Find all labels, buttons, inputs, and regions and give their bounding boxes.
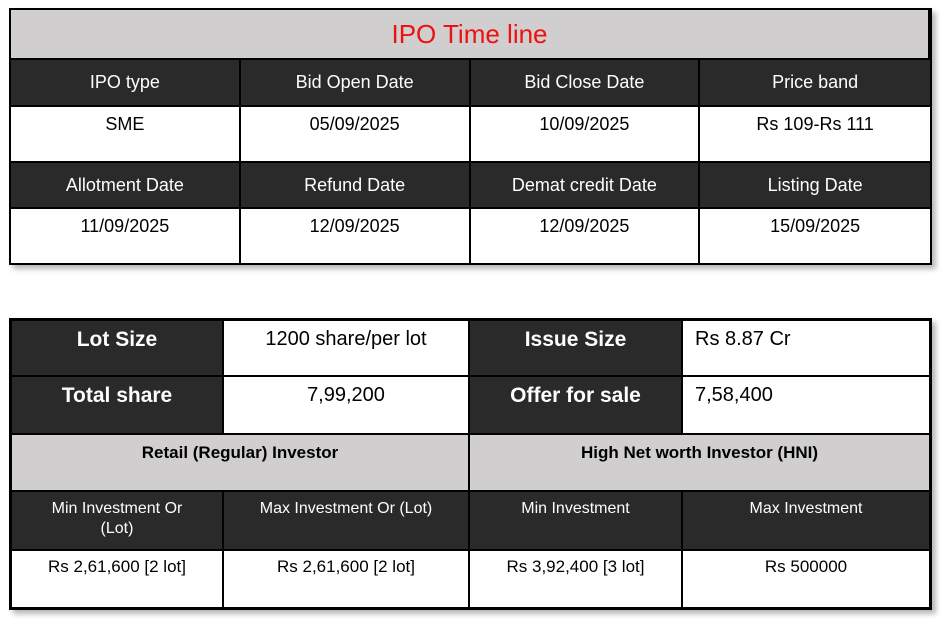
header-retail-max-investment: Max Investment Or (Lot) bbox=[224, 492, 470, 551]
label-offer-for-sale: Offer for sale bbox=[470, 377, 683, 435]
value-refund-date: 12/09/2025 bbox=[241, 209, 471, 263]
value-lot-size: 1200 share/per lot bbox=[224, 321, 470, 377]
header-price-band: Price band bbox=[700, 60, 930, 107]
value-price-band: Rs 109-Rs 111 bbox=[700, 107, 930, 163]
value-demat-credit-date: 12/09/2025 bbox=[471, 209, 701, 263]
label-lot-size: Lot Size bbox=[12, 321, 224, 377]
value-bid-open-date: 05/09/2025 bbox=[240, 107, 471, 163]
label-total-share: Total share bbox=[12, 377, 224, 435]
value-allotment-date: 11/09/2025 bbox=[11, 209, 241, 263]
ipo-timeline-title: IPO Time line bbox=[11, 10, 930, 60]
value-retail-max-investment: Rs 2,61,600 [2 lot] bbox=[224, 551, 470, 607]
ipo-details-table: Lot Size 1200 share/per lot Issue Size R… bbox=[9, 318, 932, 610]
header-refund-date: Refund Date bbox=[240, 163, 471, 209]
group-retail-investor: Retail (Regular) Investor bbox=[12, 435, 470, 492]
value-retail-min-investment: Rs 2,61,600 [2 lot] bbox=[12, 551, 224, 607]
header-demat-credit-date: Demat credit Date bbox=[470, 163, 701, 209]
value-hni-min-investment: Rs 3,92,400 [3 lot] bbox=[470, 551, 683, 607]
ipo-timeline-table: IPO Time line IPO type Bid Open Date Bid… bbox=[9, 8, 932, 265]
header-retail-min-investment-label: Min Investment Or (Lot) bbox=[51, 500, 183, 537]
header-retail-min-investment: Min Investment Or (Lot) bbox=[12, 492, 224, 551]
value-bid-close-date: 10/09/2025 bbox=[470, 107, 701, 163]
value-listing-date: 15/09/2025 bbox=[770, 216, 861, 236]
value-total-share: 7,99,200 bbox=[224, 377, 470, 435]
header-hni-min-investment: Min Investment bbox=[470, 492, 683, 551]
header-bid-close-date: Bid Close Date bbox=[470, 60, 701, 107]
value-hni-max-investment: Rs 500000 bbox=[764, 557, 848, 576]
value-offer-for-sale: 7,58,400 bbox=[683, 377, 929, 435]
header-ipo-type: IPO type bbox=[11, 60, 241, 107]
label-issue-size: Issue Size bbox=[470, 321, 683, 377]
value-issue-size: Rs 8.87 Cr bbox=[683, 321, 929, 377]
value-ipo-type: SME bbox=[11, 107, 241, 163]
header-bid-open-date: Bid Open Date bbox=[240, 60, 471, 107]
header-hni-max-investment: Max Investment bbox=[683, 492, 929, 551]
header-listing-date: Listing Date bbox=[700, 163, 930, 209]
header-allotment-date: Allotment Date bbox=[11, 163, 241, 209]
group-hni-investor: High Net worth Investor (HNI) bbox=[470, 435, 929, 492]
